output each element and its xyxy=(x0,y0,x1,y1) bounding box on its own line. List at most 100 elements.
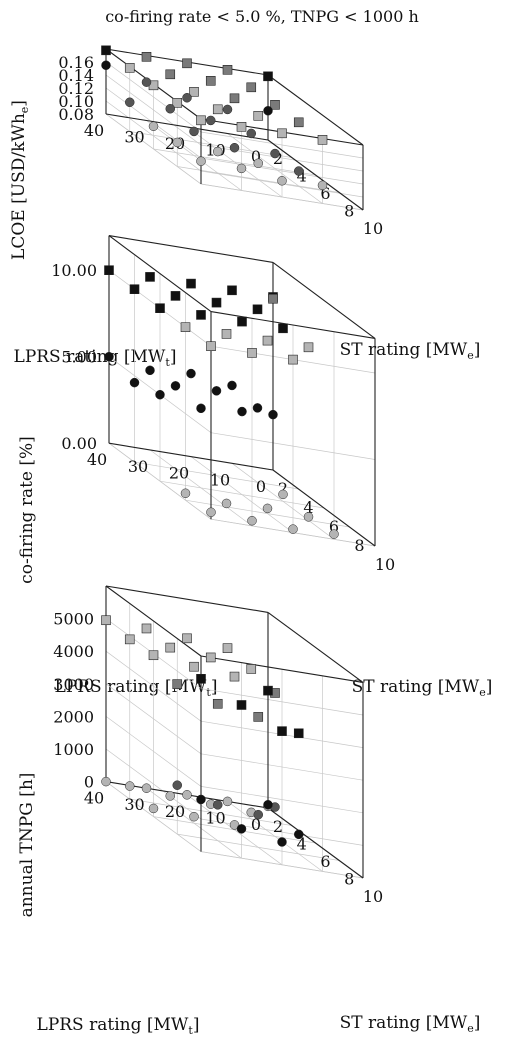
data-point-circle xyxy=(213,147,222,156)
data-point-circle xyxy=(125,782,134,791)
series-1 xyxy=(102,616,256,681)
data-point-square xyxy=(228,286,237,295)
data-point-circle xyxy=(171,381,180,390)
data-point-square xyxy=(166,70,175,79)
data-point-circle xyxy=(222,499,231,508)
data-point-circle xyxy=(207,508,216,517)
chart-2: 2468100102030400.005.0010.00ST rating [M… xyxy=(17,236,492,699)
data-point-square xyxy=(213,105,222,114)
floor-grid-line xyxy=(232,463,334,539)
data-point-square xyxy=(223,65,232,74)
x-tick-label: 10 xyxy=(363,219,383,238)
floor-grid-line xyxy=(150,450,252,526)
data-point-circle xyxy=(181,489,190,498)
data-point-square xyxy=(142,52,151,61)
data-point-square xyxy=(149,651,158,660)
y-tick-label: 0 xyxy=(256,477,266,496)
y-tick-label: 20 xyxy=(165,802,185,821)
data-point-square xyxy=(102,46,111,55)
data-point-circle xyxy=(228,381,237,390)
data-point-square xyxy=(102,616,111,625)
z-tick-label: 3000 xyxy=(53,675,94,694)
data-point-square xyxy=(173,680,182,689)
z-tick-label: 0.00 xyxy=(61,434,97,453)
data-point-square xyxy=(223,644,232,653)
data-point-square xyxy=(278,129,287,138)
data-point-circle xyxy=(146,366,155,375)
z-axis-label: co-firing rate [%] xyxy=(17,436,37,584)
data-point-circle xyxy=(142,78,151,87)
data-point-circle xyxy=(197,404,206,413)
wall-grid-line xyxy=(106,75,363,171)
data-point-square xyxy=(237,122,246,131)
data-point-square xyxy=(156,304,165,313)
data-point-square xyxy=(206,76,215,85)
data-point-square xyxy=(171,291,180,300)
data-point-circle xyxy=(278,837,287,846)
data-point-circle xyxy=(263,504,272,513)
data-point-circle xyxy=(238,407,247,416)
z-axis-label: LCOE [USD/kWhe] xyxy=(9,100,31,260)
z-tick-label: 0 xyxy=(84,773,94,792)
z-tick-label: 5000 xyxy=(53,610,94,629)
data-point-square xyxy=(230,672,239,681)
data-point-circle xyxy=(264,800,273,809)
wall-grid-line xyxy=(106,684,363,780)
series-5 xyxy=(181,489,339,539)
series-1 xyxy=(125,63,327,144)
data-point-square xyxy=(271,100,280,109)
x-tick-label: 8 xyxy=(344,870,354,889)
data-point-circle xyxy=(294,167,303,176)
data-point-square xyxy=(212,298,221,307)
data-point-circle xyxy=(166,104,175,113)
series-1 xyxy=(105,266,288,333)
data-point-circle xyxy=(173,138,182,147)
series-3 xyxy=(269,294,278,303)
data-point-circle xyxy=(197,795,206,804)
data-point-square xyxy=(318,135,327,144)
data-point-circle xyxy=(223,797,232,806)
x-axis-label: ST rating [MWe] xyxy=(340,340,481,362)
data-point-circle xyxy=(271,149,280,158)
data-point-square xyxy=(197,116,206,125)
data-point-square xyxy=(238,317,247,326)
z-tick-label: 2000 xyxy=(53,707,94,726)
data-point-square xyxy=(206,653,215,662)
data-point-square xyxy=(278,727,287,736)
data-point-circle xyxy=(294,830,303,839)
data-point-circle xyxy=(237,824,246,833)
data-point-square xyxy=(254,111,263,120)
wall-grid-line xyxy=(106,651,363,747)
data-point-square xyxy=(190,662,199,671)
z-tick-label: 0.16 xyxy=(58,53,94,72)
data-point-circle xyxy=(278,176,287,185)
data-point-circle xyxy=(254,159,263,168)
data-point-square xyxy=(247,664,256,673)
data-point-square xyxy=(190,87,199,96)
axis-box-edge xyxy=(273,470,375,546)
x-tick-label: 10 xyxy=(375,555,395,574)
data-point-square xyxy=(125,63,134,72)
axis-box-edge xyxy=(106,586,268,612)
data-point-circle xyxy=(197,157,206,166)
data-point-square xyxy=(181,323,190,332)
z-tick-label: 4000 xyxy=(53,642,94,661)
data-point-circle xyxy=(223,105,232,114)
data-point-square xyxy=(254,712,263,721)
data-point-square xyxy=(105,266,114,275)
axis-box-edge xyxy=(273,262,375,338)
data-point-square xyxy=(197,674,206,683)
data-point-square xyxy=(183,59,192,68)
x-tick-label: 8 xyxy=(354,536,364,555)
data-point-circle xyxy=(190,127,199,136)
data-point-square xyxy=(125,635,134,644)
data-point-square xyxy=(207,342,216,351)
y-tick-label: 30 xyxy=(124,128,144,147)
data-point-circle xyxy=(213,800,222,809)
data-point-circle xyxy=(130,378,139,387)
data-point-square xyxy=(294,118,303,127)
x-tick-label: 6 xyxy=(320,852,330,871)
data-point-square xyxy=(183,634,192,643)
data-point-square xyxy=(222,329,231,338)
series-2 xyxy=(142,52,303,127)
